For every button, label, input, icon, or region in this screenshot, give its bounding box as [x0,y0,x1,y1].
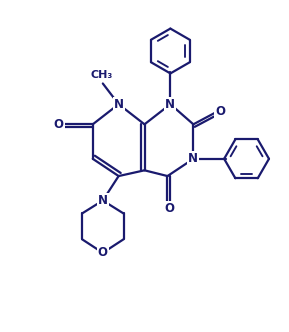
Text: CH₃: CH₃ [90,70,112,80]
Text: O: O [215,105,225,118]
Text: N: N [98,194,108,207]
Text: N: N [165,98,175,111]
Text: O: O [164,202,174,215]
Text: O: O [98,246,108,259]
Text: N: N [188,152,198,165]
Text: O: O [54,118,64,131]
Text: N: N [114,98,124,111]
